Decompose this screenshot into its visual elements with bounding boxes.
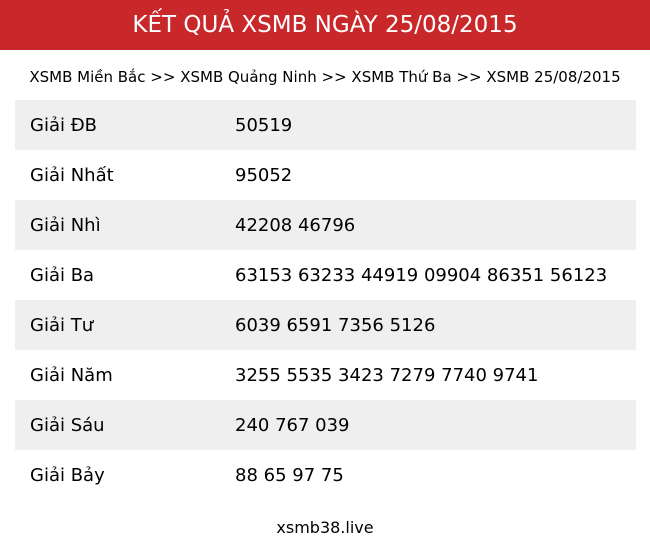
table-row: Giải Sáu 240 767 039 [15,400,636,450]
prize-label: Giải ĐB [30,114,97,136]
prize-value: 240 767 039 [235,414,350,436]
table-row: Giải Năm 3255 5535 3423 7279 7740 9741 [15,350,636,400]
prize-label: Giải Ba [30,264,95,286]
prize-value: 42208 46796 [235,214,356,236]
table-row: Giải Nhất 95052 [15,150,636,200]
table-row: Giải Bảy 88 65 97 75 [15,450,636,500]
prize-value: 63153 63233 44919 09904 86351 56123 [235,264,608,286]
prize-label: Giải Nhì [30,214,101,236]
prize-value: 95052 [235,164,293,186]
prize-value: 6039 6591 7356 5126 [235,314,436,336]
breadcrumb: XSMB Miền Bắc >> XSMB Quảng Ninh >> XSMB… [0,66,650,88]
breadcrumb-quang-ninh[interactable]: XSMB Quảng Ninh [180,68,317,86]
prize-label: Giải Năm [30,364,113,386]
breadcrumb-date[interactable]: XSMB 25/08/2015 [486,68,621,86]
table-row: Giải Ba 63153 63233 44919 09904 86351 561… [15,250,636,300]
table-row: Giải ĐB 50519 [15,100,636,150]
breadcrumb-separator: >> [321,68,347,86]
footer-site-name: xsmb38.live [276,518,374,537]
page-title: KẾT QUẢ XSMB NGÀY 25/08/2015 [0,0,650,50]
breadcrumb-thu-ba[interactable]: XSMB Thứ Ba [351,68,452,86]
table-row: Giải Tư 6039 6591 7356 5126 [15,300,636,350]
table-row: Giải Nhì 42208 46796 [15,200,636,250]
breadcrumb-separator: >> [456,68,482,86]
results-table: Giải ĐB 50519 Giải Nhất 95052 Giải Nhì 4220… [15,100,636,500]
breadcrumb-separator: >> [150,68,176,86]
prize-label: Giải Tư [30,314,94,336]
prize-label: Giải Sáu [30,414,105,436]
prize-value: 3255 5535 3423 7279 7740 9741 [235,364,539,386]
prize-label: Giải Nhất [30,164,114,186]
breadcrumb-mien-bac[interactable]: XSMB Miền Bắc [29,68,146,86]
prize-value: 50519 [235,114,293,136]
prize-value: 88 65 97 75 [235,464,344,486]
prize-label: Giải Bảy [30,464,105,486]
